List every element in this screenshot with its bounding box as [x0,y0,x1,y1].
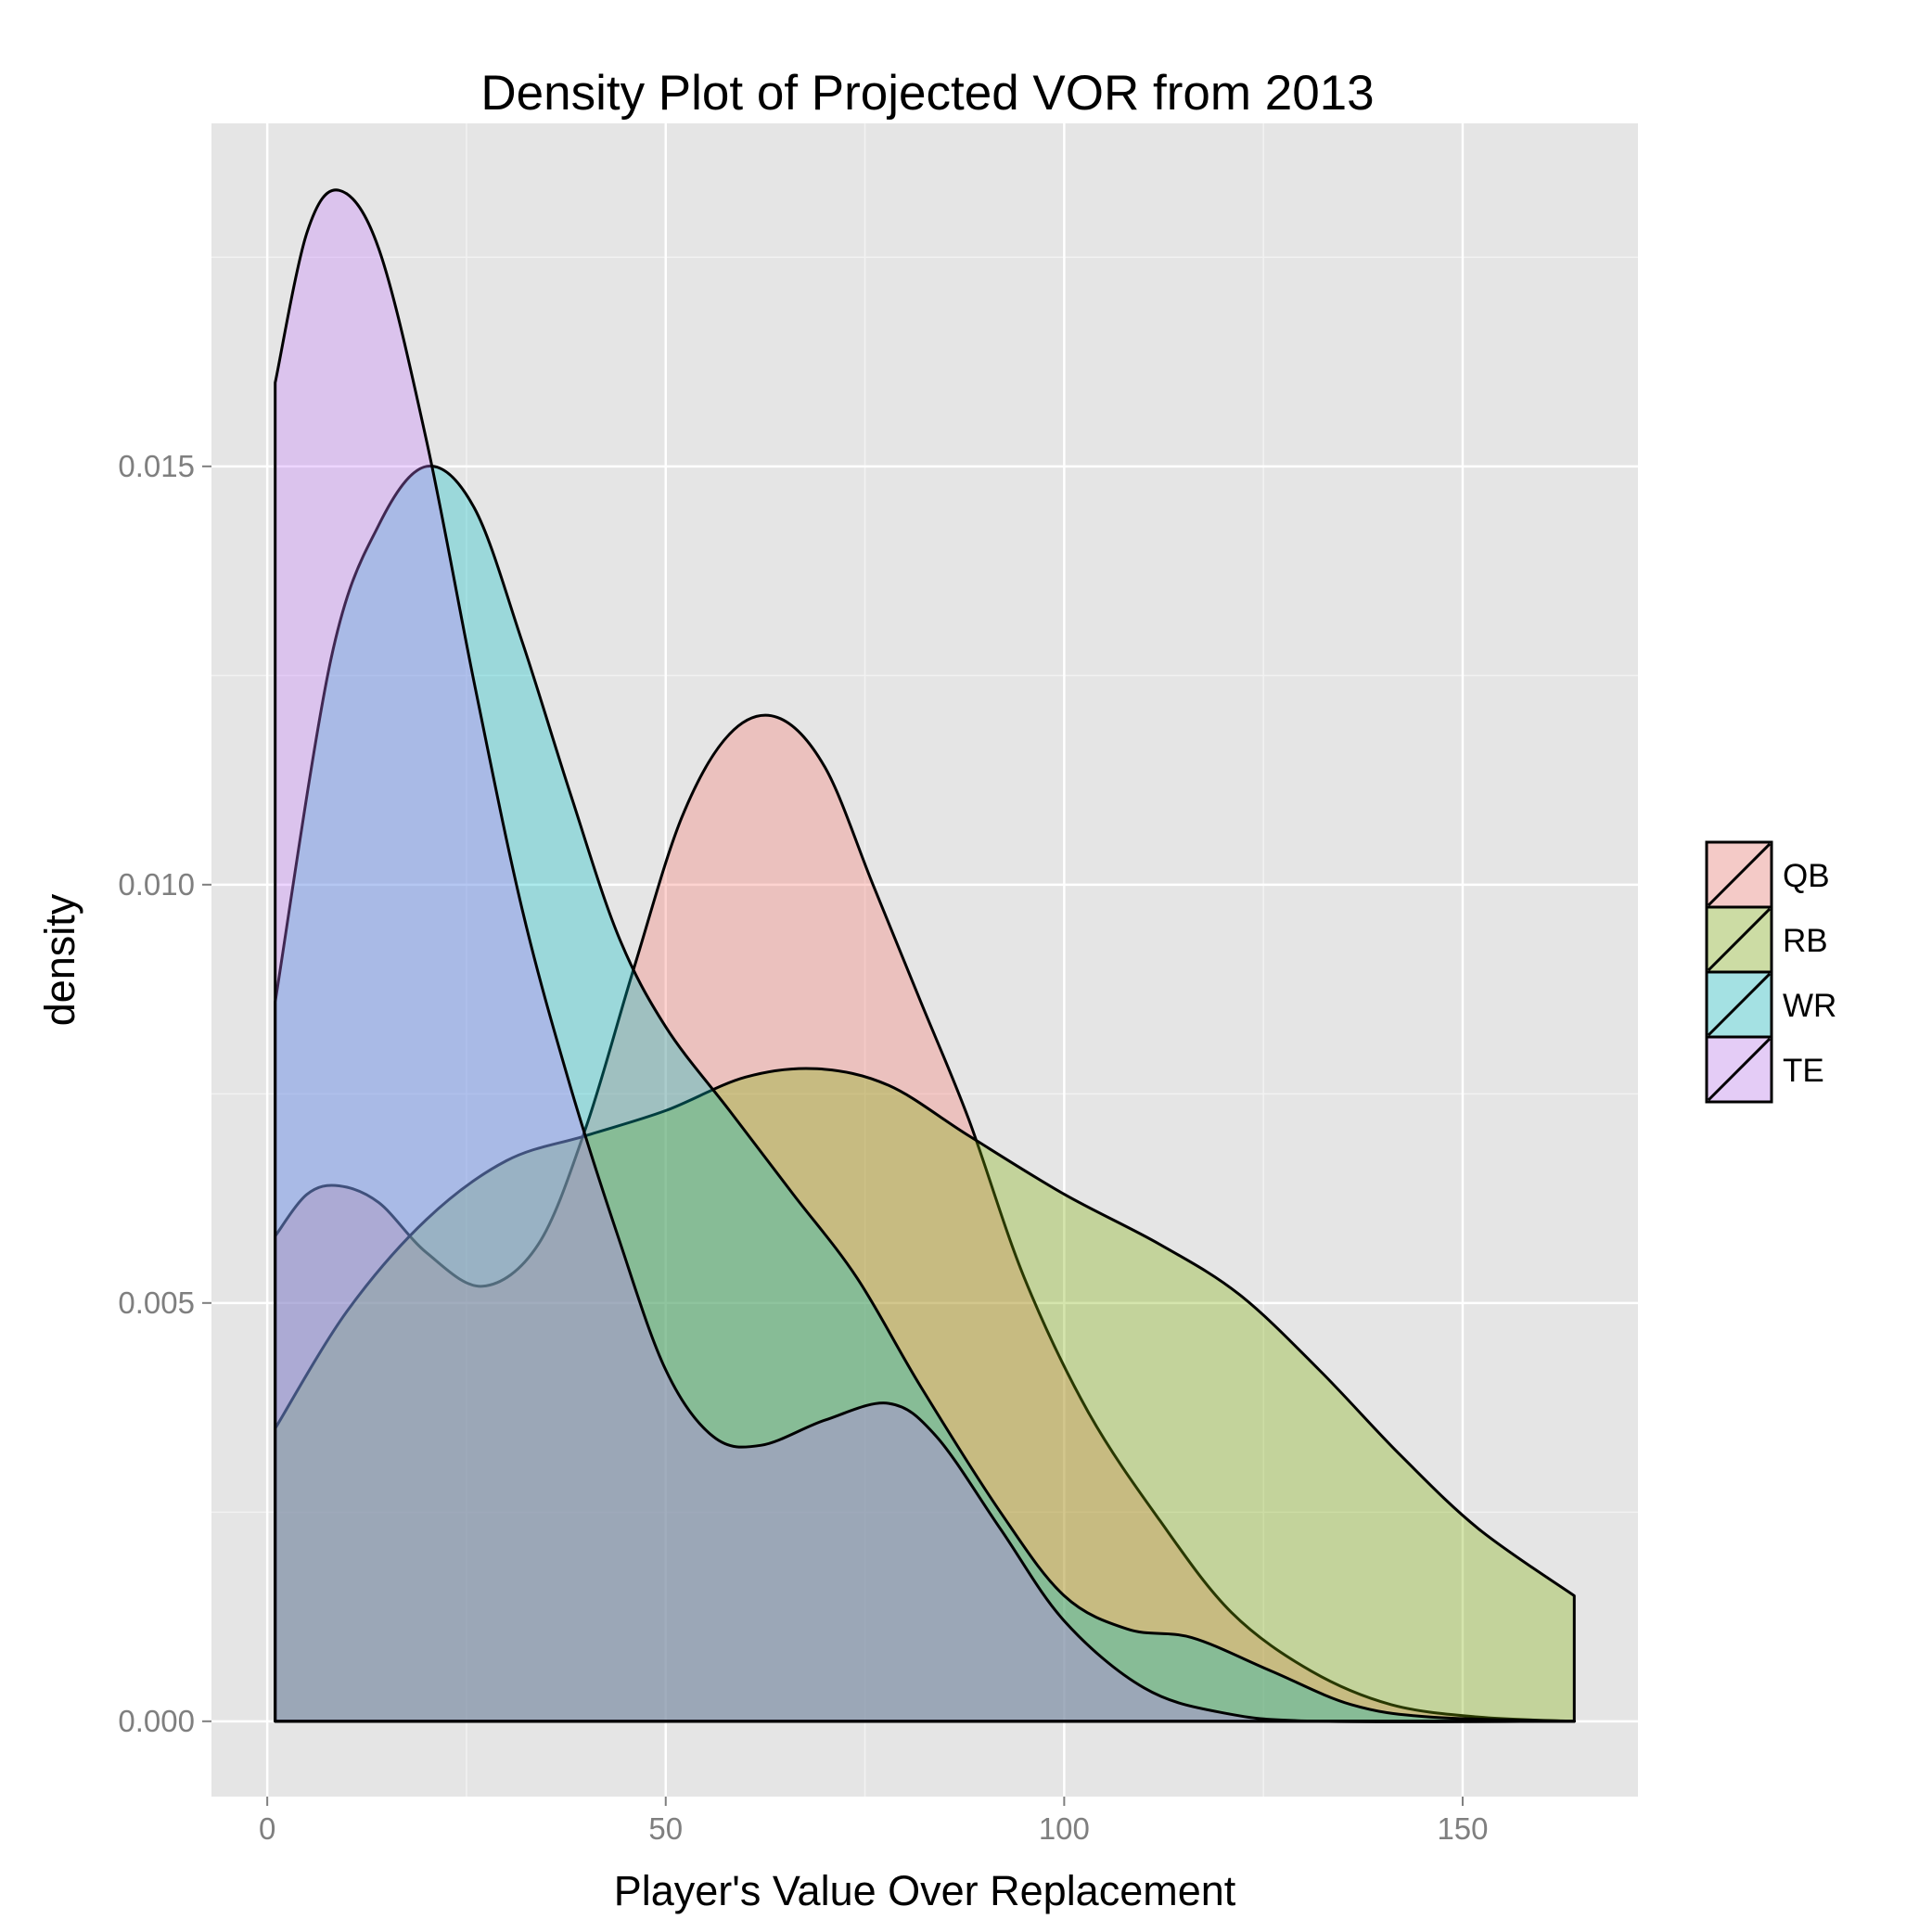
legend-key-diagonal [1707,842,1772,907]
y-axis-title: density [36,893,83,1026]
y-tick-label: 0.015 [118,449,195,483]
legend-key-diagonal [1707,972,1772,1037]
x-tick-label: 50 [648,1811,683,1846]
density-area-te [274,188,1576,1723]
x-tick-label: 150 [1437,1811,1488,1846]
legend-key-diagonal [1707,907,1772,972]
legend-label-rb: RB [1783,923,1828,959]
density-area-wr [274,465,1576,1723]
legend-label-te: TE [1783,1053,1824,1089]
x-tick-label: 100 [1039,1811,1090,1846]
plot-panel [211,123,1638,1797]
y-tick-label: 0.010 [118,867,195,902]
x-tick-label: 0 [259,1811,275,1846]
minor-gridlines [211,123,1638,1797]
density-area-qb [274,713,1576,1723]
y-tick-label: 0.005 [118,1286,195,1320]
density-areas [274,188,1576,1723]
legend-key-diagonal [1707,1037,1772,1102]
legend: QB RB WR TE [1705,840,1836,1104]
chart-title: Density Plot of Projected VOR from 2013 [480,66,1374,121]
y-tick-label: 0.000 [118,1704,195,1738]
legend-label-wr: WR [1783,988,1836,1024]
x-axis-title: Player's Value Over Replacement [614,1867,1236,1914]
legend-label-qb: QB [1783,858,1830,894]
axes: 0 50 100 150 0.000 0.005 0.010 0.015 [118,449,1488,1846]
